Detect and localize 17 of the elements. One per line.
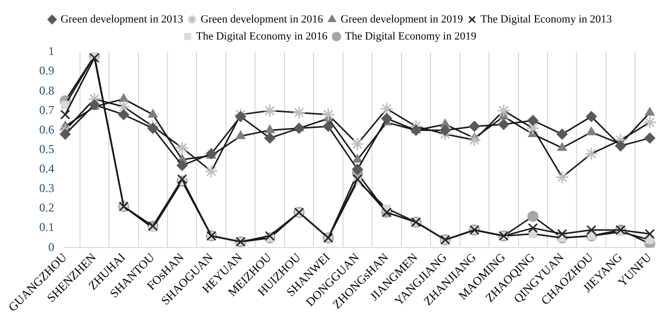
legend-label: The Digital Economy in 2019 [345, 30, 477, 42]
y-tick-label: 0.2 [39, 200, 54, 215]
y-tick-label: 0.3 [39, 181, 54, 196]
y-tick-label: 0.9 [39, 64, 54, 78]
y-tick-label: 0.4 [39, 162, 54, 176]
legend-label: The Digital Economy in 2013 [480, 13, 612, 26]
y-tick-label: 1 [48, 44, 54, 58]
y-tick-label: 0.8 [39, 83, 54, 98]
y-tick-label: 0 [48, 240, 54, 254]
y-tick-label: 0.5 [39, 142, 54, 156]
legend-label: Green development in 2013 [60, 13, 184, 26]
y-tick-label: 0.1 [39, 220, 54, 234]
legend-label: Green development in 2016 [200, 13, 324, 26]
legend-label: The Digital Economy in 2016 [196, 30, 328, 42]
legend-label: Green development in 2019 [340, 13, 464, 26]
y-tick-label: 0.7 [39, 102, 54, 117]
y-tick-label: 0.6 [39, 122, 54, 136]
